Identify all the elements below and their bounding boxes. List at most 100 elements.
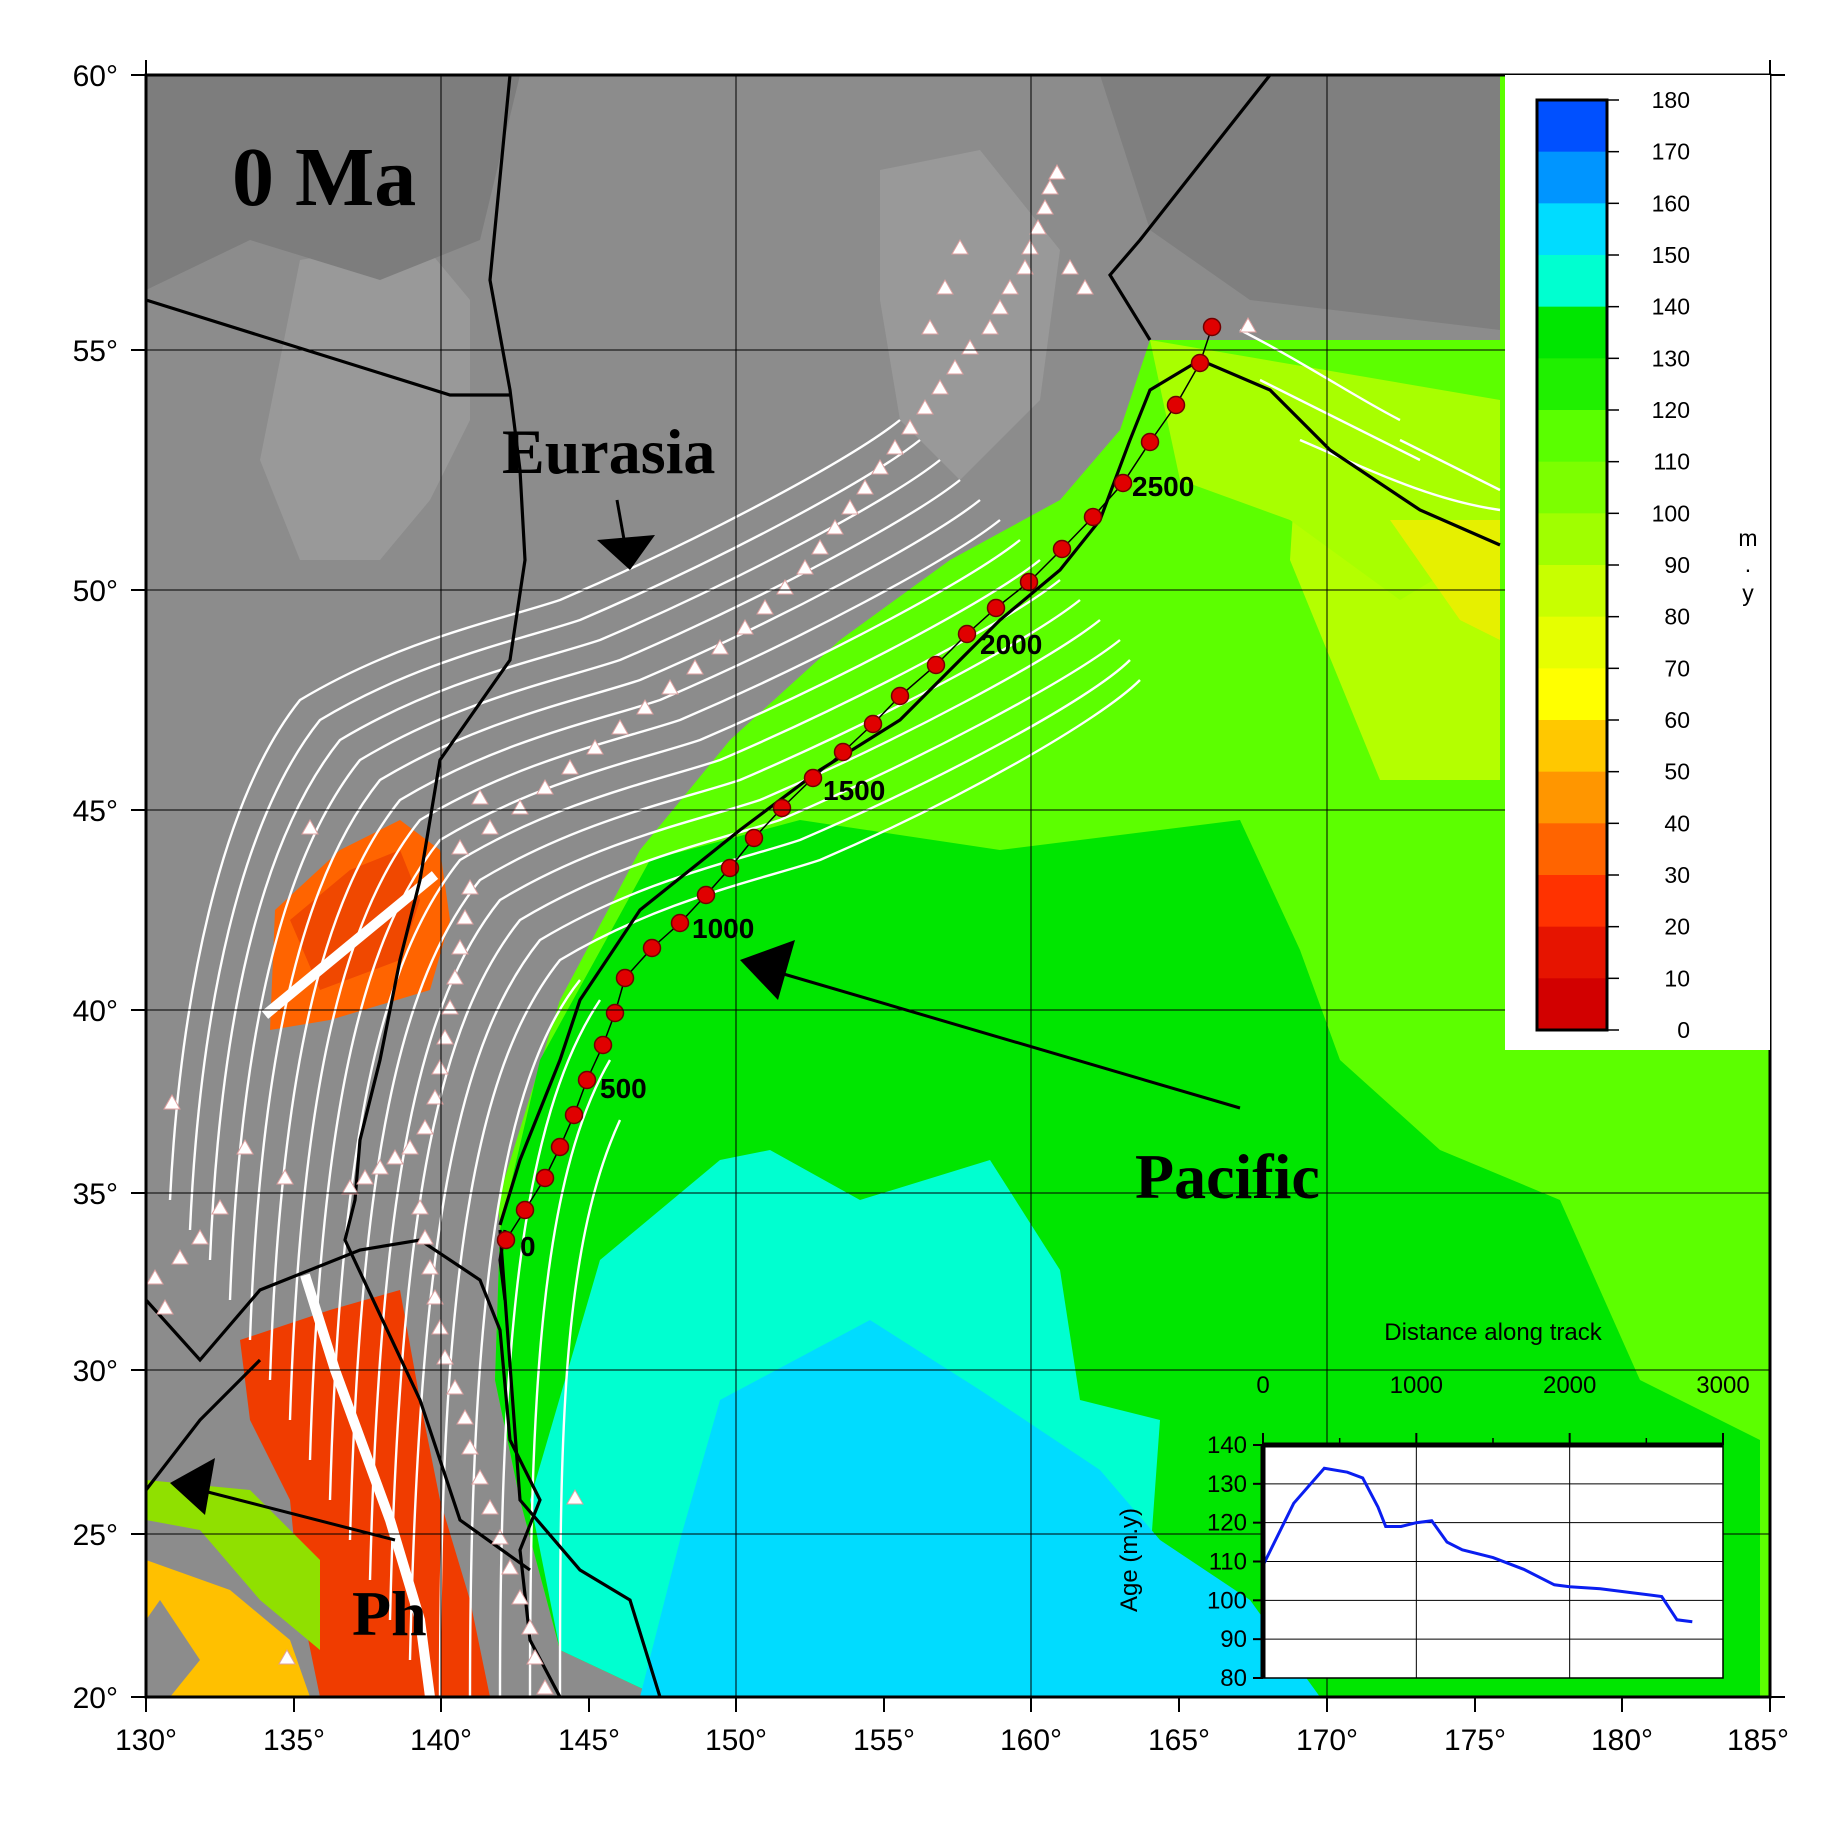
lon-tick-label: 185°: [1727, 1724, 1789, 1757]
axis-ticks: [131, 60, 1785, 1712]
lat-tick-label: 35°: [73, 1178, 118, 1211]
inset-y-tick-label: 140: [1207, 1432, 1247, 1459]
ph-green-crust: [146, 1480, 320, 1650]
legend-swatch: [1537, 565, 1607, 618]
legend-value-label: 0: [1677, 1017, 1690, 1043]
legend-value-label: 90: [1664, 552, 1690, 578]
legend-swatch: [1537, 668, 1607, 721]
lat-tick-label: 60°: [73, 60, 118, 93]
legend-unit-char: m: [1738, 525, 1757, 551]
legend-value-label: 140: [1652, 294, 1690, 320]
lat-tick-label: 25°: [73, 1519, 118, 1552]
inset-y-tick-label: 90: [1220, 1626, 1247, 1653]
legend-swatch: [1537, 513, 1607, 566]
lat-labels: 60° 55° 50° 45° 40° 35° 30° 25° 20°: [73, 60, 118, 1715]
legend-value-label: 70: [1664, 655, 1690, 681]
legend-swatch: [1537, 100, 1607, 153]
plate-label-pacific: Pacific: [1135, 1141, 1320, 1212]
slab-contours: [168, 328, 1501, 1697]
track-label: 1500: [823, 775, 885, 806]
track-points: [496, 317, 1222, 1250]
lon-tick-label: 145°: [558, 1724, 620, 1757]
legend-swatch: [1537, 978, 1607, 1031]
inset-series-line: [1261, 1466, 1693, 1624]
japan-sea-ridge: [261, 871, 439, 1019]
plate-label-eurasia: Eurasia: [502, 416, 715, 487]
inset-x-tick-label: 1000: [1390, 1372, 1443, 1399]
inset-y-tick-label: 100: [1207, 1587, 1247, 1614]
land-shading: [880, 150, 1060, 480]
legend-labels: 1801701601501401301201101009080706050403…: [1607, 87, 1690, 1043]
lon-tick-label: 165°: [1148, 1724, 1210, 1757]
map-area: [146, 75, 1770, 1697]
legend-swatch: [1537, 823, 1607, 876]
legend-swatch: [1537, 771, 1607, 824]
legend-swatch: [1537, 255, 1607, 308]
legend-swatch: [1537, 358, 1607, 411]
inset-x-tick-labels: 0 1000 2000 3000: [1256, 1372, 1749, 1399]
legend-value-label: 40: [1664, 810, 1690, 836]
plate-label-philippine: Ph: [352, 1578, 427, 1649]
lon-tick-label: 170°: [1296, 1724, 1358, 1757]
legend-value-label: 150: [1652, 242, 1690, 268]
legend-swatch: [1537, 151, 1607, 204]
inset-frame: [1262, 1444, 1724, 1679]
ph-grey-patch: [146, 1600, 200, 1697]
age-150-160: [640, 1320, 1320, 1697]
legend-value-label: 60: [1664, 707, 1690, 733]
inset-x-tick-label: 0: [1256, 1372, 1269, 1399]
legend-swatch: [1537, 720, 1607, 773]
lon-tick-label: 135°: [263, 1724, 325, 1757]
ph-ridge: [300, 1273, 435, 1697]
legend-swatch: [1537, 461, 1607, 514]
lon-tick-label: 175°: [1444, 1724, 1506, 1757]
track-label: 500: [600, 1073, 647, 1104]
age-label: 0 Ma: [232, 131, 416, 224]
inset-chart: Distance along track Age (m.y) 0 1000 2000…: [1116, 1319, 1750, 1692]
legend-value-label: 180: [1652, 87, 1690, 113]
legend-value-label: 130: [1652, 345, 1690, 371]
track-label: 2500: [1132, 471, 1194, 502]
lat-tick-label: 30°: [73, 1355, 118, 1388]
legend-swatch: [1537, 616, 1607, 669]
legend-value-label: 10: [1664, 965, 1690, 991]
legend-unit-char: .: [1745, 551, 1751, 577]
lat-tick-label: 20°: [73, 1682, 118, 1715]
legend-swatch: [1537, 306, 1607, 359]
lat-tick-label: 55°: [73, 335, 118, 368]
legend-swatch: [1537, 875, 1607, 928]
inset-title: Distance along track: [1384, 1319, 1602, 1346]
plate-motion-arrows: [170, 499, 1241, 1542]
track-label: 1000: [692, 913, 754, 944]
legend-value-label: 170: [1652, 139, 1690, 165]
legend-value-label: 50: [1664, 759, 1690, 785]
track-label: 0: [520, 1231, 536, 1262]
lon-tick-label: 160°: [1000, 1724, 1062, 1757]
age-legend: 1801701601501401301201101009080706050403…: [1505, 75, 1770, 1050]
legend-value-label: 20: [1664, 914, 1690, 940]
japan-sea-crust-inner: [290, 850, 420, 990]
age-70-80: [1390, 520, 1500, 640]
legend-value-label: 160: [1652, 190, 1690, 216]
legend-unit-char: y: [1742, 580, 1754, 606]
inset-x-tick-label: 2000: [1543, 1372, 1596, 1399]
inset-y-tick-label: 110: [1209, 1549, 1247, 1576]
legend-value-label: 120: [1652, 397, 1690, 423]
lon-tick-label: 140°: [410, 1724, 472, 1757]
lon-tick-label: 150°: [705, 1724, 767, 1757]
lat-tick-label: 40°: [73, 995, 118, 1028]
land-shading: [1100, 75, 1500, 330]
legend-swatch: [1537, 203, 1607, 256]
lat-tick-label: 45°: [73, 795, 118, 828]
inset-x-tick-label: 3000: [1696, 1372, 1749, 1399]
legend-value-label: 110: [1653, 449, 1690, 475]
lat-tick-label: 50°: [73, 575, 118, 608]
inset-y-tick-labels: 140 130 120 110 100 90 80: [1207, 1432, 1247, 1692]
lon-tick-label: 180°: [1591, 1724, 1653, 1757]
legend-swatches: [1537, 100, 1607, 1031]
legend-value-label: 30: [1664, 862, 1690, 888]
legend-swatch: [1537, 926, 1607, 979]
lon-tick-label: 130°: [115, 1724, 177, 1757]
inset-y-tick-label: 80: [1220, 1665, 1247, 1692]
